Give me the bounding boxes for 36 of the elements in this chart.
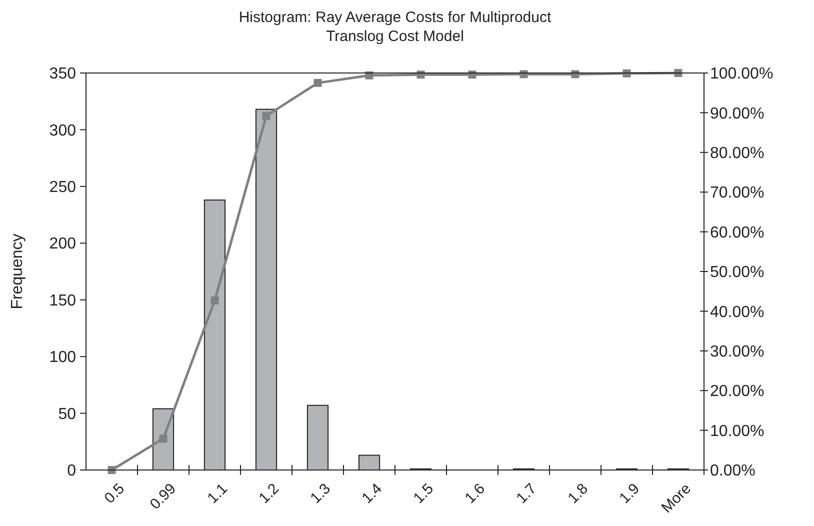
y2-tick-label: 10.00% (710, 422, 764, 440)
x-tick-label: 1.1 (204, 480, 232, 508)
y2-tick-label: 50.00% (710, 264, 764, 282)
x-tick-label: 0.5 (101, 480, 128, 508)
y-tick-label: 0 (67, 462, 76, 480)
y2-tick-label: 20.00% (710, 383, 764, 400)
y-tick-label: 350 (49, 66, 76, 83)
y2-tick-label: 80.00% (710, 145, 764, 162)
y-tick-label: 50 (58, 406, 76, 423)
x-tick-label: 1.8 (564, 480, 592, 508)
y2-tick-label: 0.00% (710, 462, 756, 480)
point (210, 296, 219, 304)
y-axis-title: Frequency (9, 234, 26, 310)
y2-tick-label: 60.00% (710, 224, 764, 242)
y2-tick-label: 40.00% (710, 304, 764, 321)
x-tick-label: 1.7 (513, 480, 540, 508)
y-tick-label: 100 (49, 349, 76, 366)
x-tick-label: 1.2 (256, 480, 283, 508)
x-tick-label: 1.6 (462, 480, 489, 508)
y-tick-label: 150 (49, 292, 76, 310)
x-tick-label: 1.5 (410, 480, 438, 508)
y2-tick-label: 100.00% (710, 66, 774, 83)
y-tick-label: 300 (49, 122, 76, 140)
y2-tick-label: 70.00% (710, 184, 764, 202)
x-tick-label: 1.3 (307, 480, 334, 508)
y2-tick-label: 30.00% (710, 344, 764, 360)
x-tick-label: 1.4 (358, 480, 386, 508)
point (159, 434, 168, 443)
y-tick-label: 200 (49, 236, 76, 253)
x-tick-label: 0.99 (146, 480, 180, 513)
x-tick-label: 1.9 (616, 480, 644, 508)
point (262, 112, 270, 120)
y2-tick-label: 90.00% (710, 105, 764, 122)
chart-title: Histogram: Ray Average Costs for Multiproduct Translog Cost Model (238, 9, 552, 45)
y-tick-label: 250 (49, 179, 76, 196)
point (314, 78, 322, 87)
